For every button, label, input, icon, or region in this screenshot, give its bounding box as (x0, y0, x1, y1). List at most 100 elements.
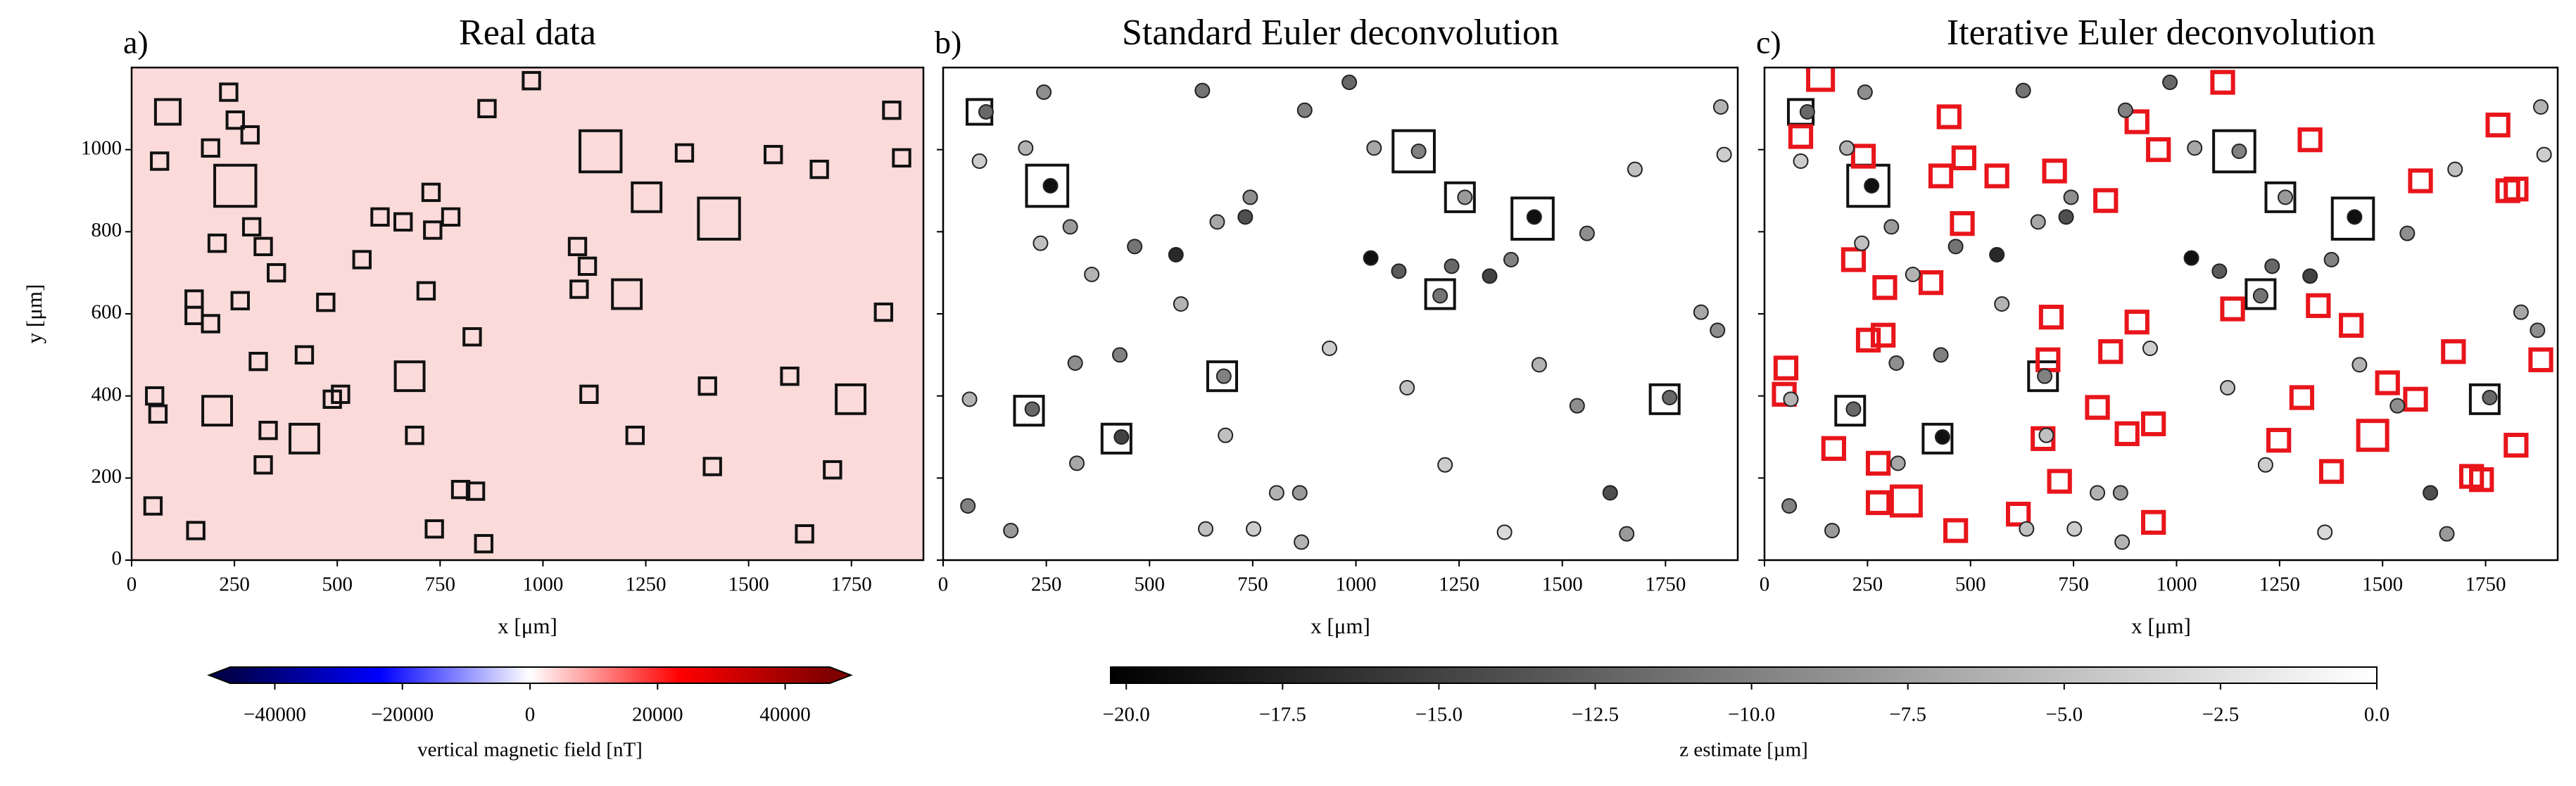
window-box (835, 383, 867, 415)
window-box (393, 212, 413, 232)
window-box (892, 148, 911, 168)
highlight-box (1865, 450, 1891, 476)
highlight-box (2318, 459, 2344, 484)
window-box (416, 281, 436, 301)
point (1989, 247, 2005, 262)
highlight-box (1870, 322, 1896, 348)
x-tick-label: 250 (219, 573, 250, 596)
window-box (474, 533, 493, 554)
point (1003, 523, 1019, 538)
window-box (186, 521, 206, 540)
point (2112, 485, 2128, 501)
point (1246, 521, 1262, 537)
x-tick-label: 500 (1134, 573, 1165, 596)
point (1783, 391, 1799, 407)
window-box (625, 425, 645, 445)
highlight-box (1850, 144, 1876, 169)
point (2317, 524, 2333, 540)
point (1127, 239, 1143, 255)
x-tick-label: 1750 (831, 573, 872, 596)
window-box (579, 384, 599, 405)
point (2015, 82, 2031, 99)
point (1883, 219, 1900, 235)
colorbar-label: z estimate [µm] (1679, 739, 1808, 761)
point (1069, 455, 1085, 471)
window-box (370, 207, 390, 227)
x-tick-label: 1000 (522, 573, 563, 596)
point (2090, 485, 2106, 501)
highlight-box (2408, 168, 2433, 194)
highlight-box (1788, 124, 1814, 149)
point (1890, 455, 1906, 471)
highlight-box (2485, 113, 2511, 138)
point (1242, 189, 1258, 205)
point (2439, 526, 2455, 542)
plot-background (943, 68, 1738, 560)
point (2264, 258, 2280, 274)
x-tick-label: 500 (1955, 573, 1986, 596)
colorbar-tick-label: −20.0 (1103, 704, 1150, 726)
point (2019, 521, 2035, 537)
window-box (258, 420, 278, 440)
y-tick-label: 200 (91, 465, 122, 488)
window-box (462, 327, 482, 347)
point (1292, 485, 1308, 501)
window-box (240, 125, 260, 145)
y-tick-label: 600 (91, 301, 122, 324)
point (1781, 498, 1798, 514)
colorbar-tick-label: −20000 (371, 704, 434, 726)
point (2187, 140, 2203, 156)
colorbar-tick-label: −2.5 (2202, 704, 2240, 726)
point (971, 153, 987, 169)
window-box (153, 98, 182, 126)
colorbar-tick-label: −12.5 (1572, 704, 1619, 726)
point (2530, 322, 2546, 338)
window-box (1100, 422, 1132, 455)
colorbar-tick-label: 0.0 (2364, 704, 2389, 726)
y-tick-label: 0 (112, 547, 122, 570)
x-tick-label: 750 (425, 573, 456, 596)
window-box (405, 425, 424, 445)
point (2532, 99, 2549, 115)
point (1018, 140, 1034, 156)
point (2211, 263, 2228, 279)
point (1693, 304, 1709, 320)
point (2037, 368, 2053, 384)
window-box (253, 236, 273, 257)
colorbar-tick-label: 0 (525, 704, 536, 726)
highlight-box (1841, 247, 1867, 272)
window-box (219, 82, 239, 102)
x-tick-label: 250 (1031, 573, 1062, 596)
window-box (1921, 422, 1954, 455)
point (1237, 209, 1254, 225)
window-box (697, 376, 717, 396)
window-box (423, 220, 443, 240)
point (1218, 427, 1234, 443)
highlight-box (2504, 433, 2529, 458)
highlight-box (2146, 137, 2171, 163)
point (1845, 401, 1862, 417)
point (1619, 526, 1635, 542)
x-tick-label: 1500 (2362, 573, 2403, 596)
point (2252, 288, 2268, 304)
window-box (823, 459, 842, 480)
highlight-box (2289, 385, 2315, 410)
point (1503, 252, 1520, 267)
colorbar-tick-label: −17.5 (1259, 704, 1306, 726)
point (1033, 235, 1049, 251)
panel-title: Standard Euler deconvolution (1122, 13, 1559, 53)
point (1036, 84, 1052, 100)
window-box (289, 422, 320, 455)
window-box (764, 144, 783, 165)
colorbar-tick-label: 40000 (759, 704, 811, 726)
window-box (795, 524, 814, 544)
x-tick-label: 250 (1852, 573, 1883, 596)
colorbar-tick-label: −15.0 (1415, 704, 1463, 726)
point (1531, 357, 1547, 373)
point (1341, 75, 1358, 90)
x-axis-label: x [μm] (498, 614, 557, 638)
point (2447, 161, 2463, 177)
window-box (267, 262, 286, 283)
point (1268, 485, 1284, 501)
window-box (2212, 129, 2256, 174)
